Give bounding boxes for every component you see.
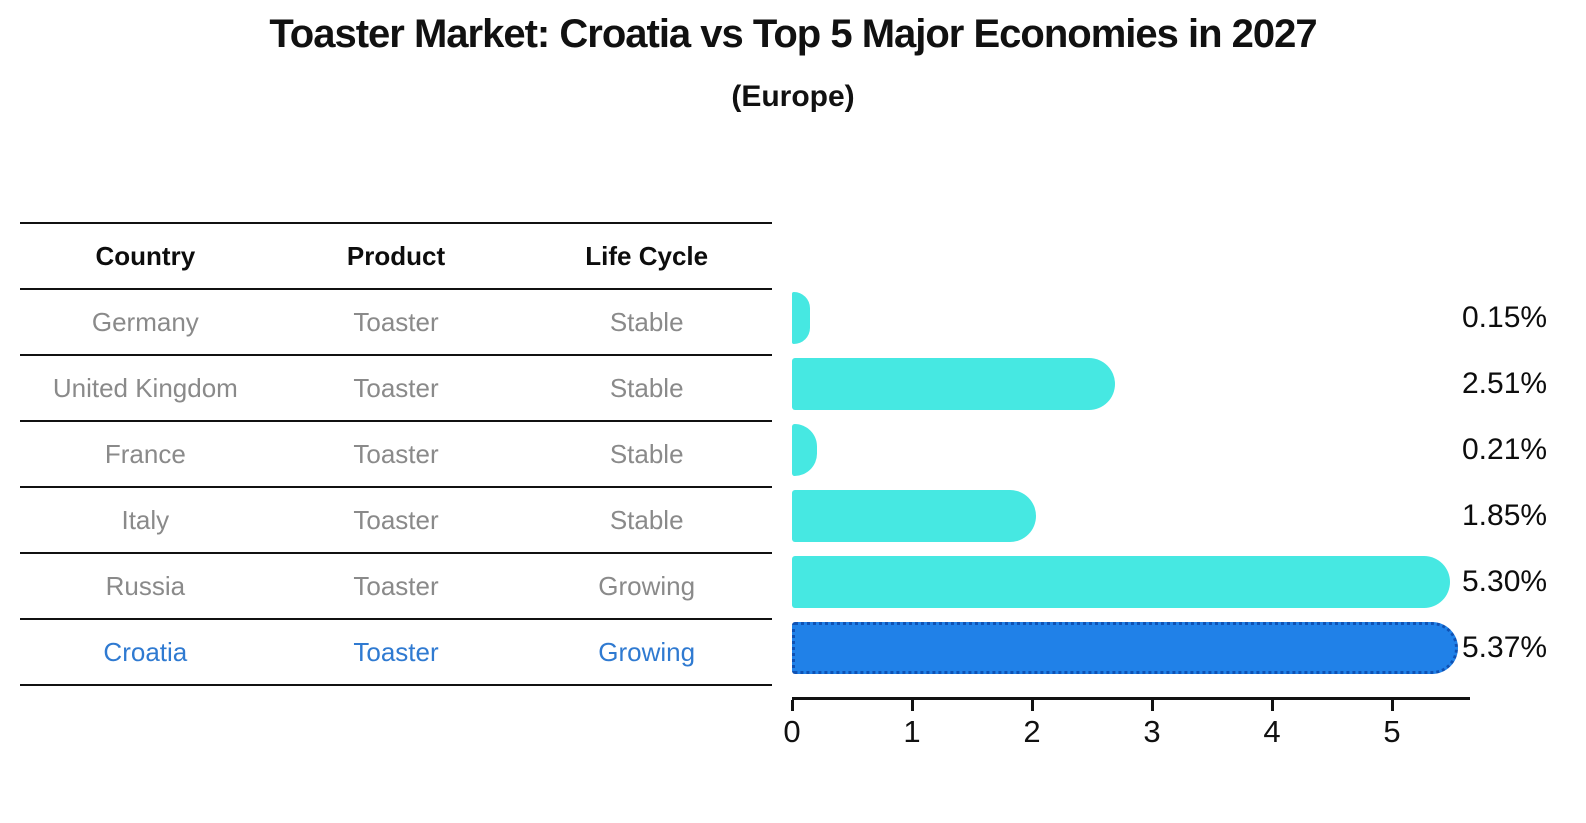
x-axis-tick-label: 4 — [1263, 714, 1281, 749]
cell-country: Germany — [91, 306, 199, 337]
cell-life-cycle: Stable — [609, 438, 684, 469]
x-axis-tick — [911, 700, 914, 711]
cell-country: Italy — [121, 504, 170, 535]
table-row-russia: Russia Toaster Growing — [20, 554, 772, 620]
cell-country: France — [104, 438, 186, 469]
cell-life-cycle: Growing — [598, 570, 696, 601]
cell-product: Toaster — [353, 306, 439, 337]
bar-germany — [792, 292, 810, 344]
cell-product: Toaster — [353, 372, 439, 403]
cell-country: United Kingdom — [52, 372, 238, 403]
table-row-france: France Toaster Stable — [20, 422, 772, 488]
table-body: Germany Toaster Stable United Kingdom Toaste… — [20, 290, 772, 686]
bar-russia — [792, 556, 1450, 608]
cell-life-cycle: Stable — [609, 306, 684, 337]
x-axis-tick-label: 2 — [1023, 714, 1041, 749]
value-label-france: 0.21% — [1462, 433, 1548, 466]
x-axis-tick — [791, 700, 794, 711]
x-axis-tick-label: 3 — [1143, 714, 1161, 749]
table-header-product: Product — [346, 240, 446, 271]
x-axis-tick — [1031, 700, 1034, 711]
bar-united-kingdom — [792, 358, 1115, 410]
value-label-croatia: 5.37% — [1462, 631, 1548, 664]
x-axis-tick — [1151, 700, 1154, 711]
x-axis-tick — [1271, 700, 1274, 711]
cell-life-cycle: Stable — [609, 372, 684, 403]
table-row-united-kingdom: United Kingdom Toaster Stable — [20, 356, 772, 422]
bar-italy — [792, 490, 1036, 542]
cell-product: Toaster — [353, 570, 439, 601]
cell-product: Toaster — [353, 636, 439, 667]
table-row-germany: Germany Toaster Stable — [20, 290, 772, 356]
x-axis-tick-label: 1 — [903, 714, 921, 749]
x-axis-tick-label: 5 — [1383, 714, 1401, 749]
chart-title: Toaster Market: Croatia vs Top 5 Major E… — [269, 12, 1317, 56]
cell-country: Russia — [105, 570, 186, 601]
x-axis-line — [792, 697, 1470, 700]
value-label-united-kingdom: 2.51% — [1462, 367, 1548, 400]
x-axis-tick — [1391, 700, 1394, 711]
cell-country: Croatia — [103, 636, 188, 667]
table-row-croatia: Croatia Toaster Growing — [20, 620, 772, 686]
country-table: Country Product Life Cycle Germany Toaste… — [20, 222, 772, 686]
cell-life-cycle: Growing — [598, 636, 696, 667]
table-header-row: Country Product Life Cycle — [20, 224, 772, 290]
value-label-russia: 5.30% — [1462, 565, 1548, 598]
bar-chart-plot-area: 0 1 2 3 4 5 — [783, 222, 1472, 782]
table-row-italy: Italy Toaster Stable — [20, 488, 772, 554]
value-label-column: 0.15% 2.51% 0.21% 1.85% 5.30% 5.37% — [1462, 222, 1586, 782]
chart-subtitle: (Europe) — [731, 80, 855, 113]
bar-france — [792, 424, 817, 476]
table-header-country: Country — [95, 240, 196, 271]
cell-life-cycle: Stable — [609, 504, 684, 535]
value-label-italy: 1.85% — [1462, 499, 1548, 532]
value-label-germany: 0.15% — [1462, 301, 1548, 334]
x-axis-tick-label: 0 — [783, 714, 801, 749]
table-header-life-cycle: Life Cycle — [585, 240, 709, 271]
bar-croatia — [792, 622, 1458, 674]
cell-product: Toaster — [353, 504, 439, 535]
cell-product: Toaster — [353, 438, 439, 469]
